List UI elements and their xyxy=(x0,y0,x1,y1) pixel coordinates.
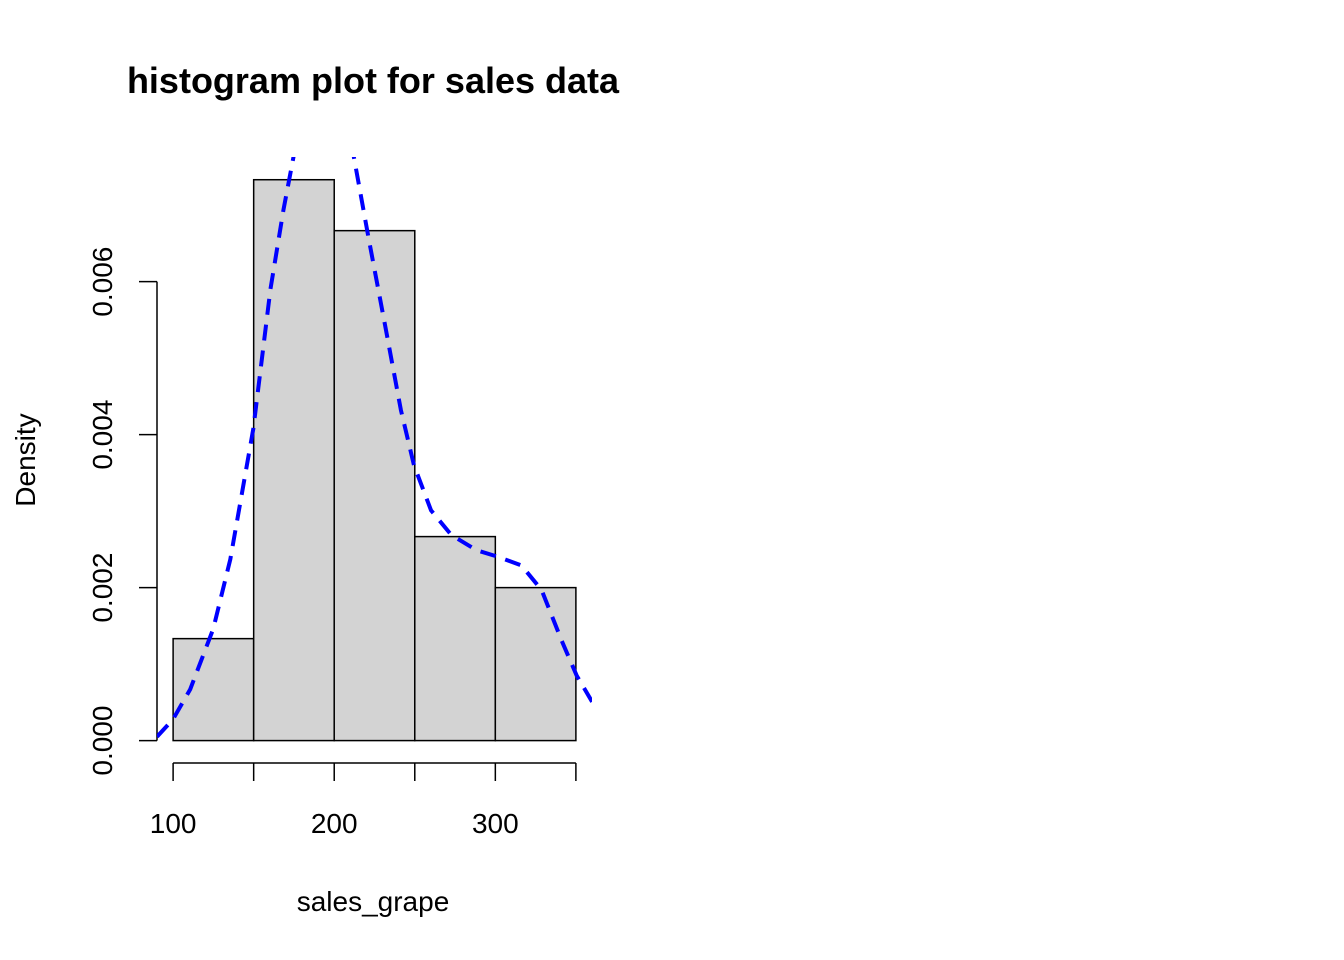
x-tick-label: 100 xyxy=(150,808,197,839)
y-tick-label: 0.004 xyxy=(87,400,118,470)
density-curve xyxy=(157,157,592,739)
chart-title: histogram plot for sales data xyxy=(127,60,620,101)
y-tick-label: 0.006 xyxy=(87,247,118,317)
histogram-bar xyxy=(333,229,416,742)
x-tick-label: 200 xyxy=(311,808,358,839)
histogram-bar xyxy=(494,586,577,742)
histogram-bar xyxy=(414,535,497,742)
histogram-bar xyxy=(172,637,255,742)
x-axis-label: sales_grape xyxy=(297,886,450,917)
x-tick-label: 300 xyxy=(472,808,519,839)
y-tick-label: 0.002 xyxy=(87,553,118,623)
histogram-bar xyxy=(252,178,335,742)
y-tick-label: 0.000 xyxy=(87,706,118,776)
y-axis-label: Density xyxy=(10,413,41,506)
